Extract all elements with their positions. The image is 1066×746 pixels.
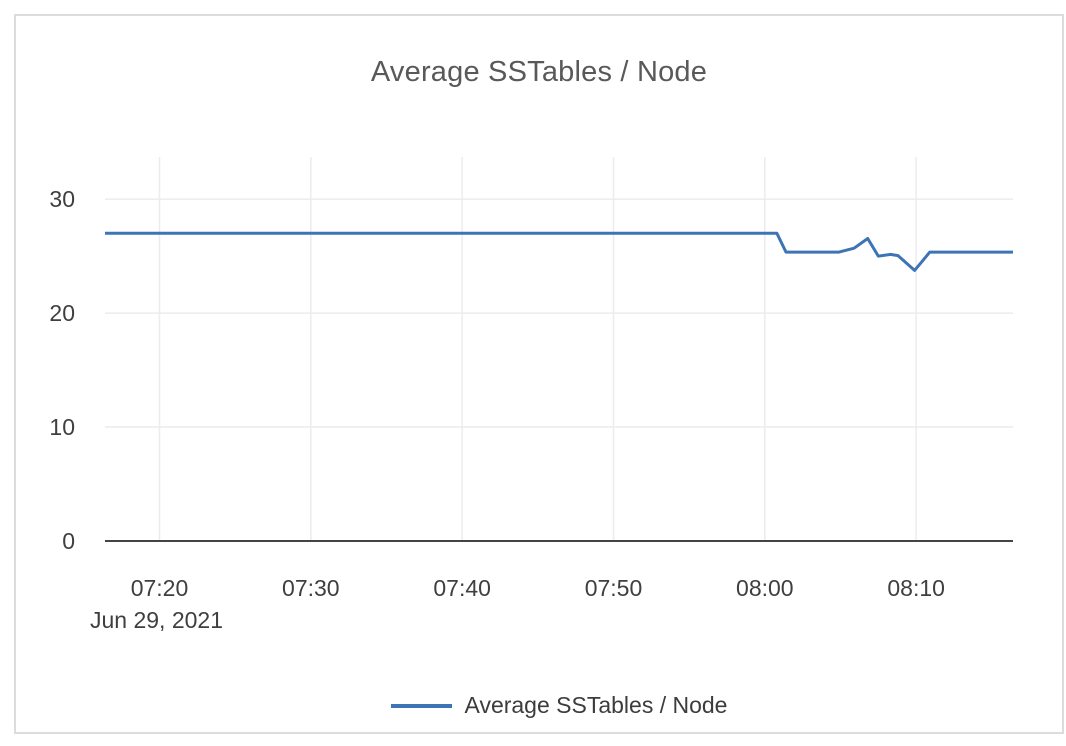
legend-label: Average SSTables / Node [464, 692, 728, 718]
svg-text:10: 10 [49, 414, 75, 440]
x-axis-date-label: Jun 29, 2021 [90, 607, 224, 633]
chart-title: Average SSTables / Node [370, 56, 708, 88]
svg-text:08:10: 08:10 [887, 575, 945, 601]
y-tick-labels: 0 10 20 30 [49, 186, 75, 554]
svg-text:20: 20 [49, 300, 75, 326]
legend-line-swatch [390, 703, 452, 708]
x-tick-labels: 07:20 07:30 07:40 07:50 08:00 08:10 [131, 575, 945, 601]
x-gridlines [158, 157, 917, 541]
series-line[interactable] [105, 231, 1013, 272]
svg-text:08:00: 08:00 [736, 575, 794, 601]
svg-text:0: 0 [62, 528, 75, 554]
y-gridlines [105, 198, 1013, 428]
svg-text:07:30: 07:30 [282, 575, 340, 601]
legend-item[interactable]: Average SSTables / Node [105, 692, 1013, 719]
chart-card [14, 14, 1064, 734]
svg-text:30: 30 [49, 186, 75, 212]
svg-text:07:40: 07:40 [433, 575, 491, 601]
svg-text:07:50: 07:50 [585, 575, 643, 601]
svg-text:07:20: 07:20 [131, 575, 189, 601]
